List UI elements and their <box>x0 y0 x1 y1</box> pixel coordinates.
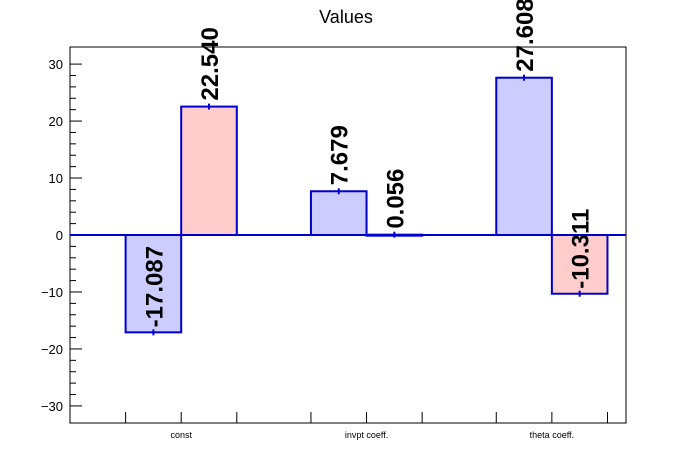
x-axis: const invpt coeff. theta coeff. <box>125 412 608 440</box>
y-tick-label: 10 <box>49 171 63 186</box>
y-tick-label: −10 <box>41 285 63 300</box>
data-label: 27.608 <box>512 0 539 72</box>
x-tick-label: theta coeff. <box>530 430 574 440</box>
x-tick-label: invpt coeff. <box>345 430 388 440</box>
bar <box>550 234 609 295</box>
data-label: 22.540 <box>197 27 224 100</box>
bars <box>70 74 626 336</box>
x-tick-label: const <box>170 430 192 440</box>
y-tick-label: −20 <box>41 342 63 357</box>
chart-title: Values <box>319 7 373 27</box>
bar <box>180 105 238 236</box>
bar <box>495 76 553 236</box>
data-label: -17.087 <box>141 246 168 327</box>
data-label: -10.311 <box>568 209 595 289</box>
data-label: 0.056 <box>382 169 409 229</box>
y-axis: −30 −20 −10 0 10 20 30 <box>41 57 82 414</box>
data-label: 7.679 <box>327 125 354 185</box>
y-tick-label: 0 <box>56 228 63 243</box>
y-tick-label: −30 <box>41 399 63 414</box>
data-labels: -17.087 7.679 27.608 22.540 0.056 -10.311 <box>141 0 594 327</box>
bar <box>309 190 368 237</box>
y-tick-label: 20 <box>49 114 63 129</box>
y-tick-label: 30 <box>49 57 63 72</box>
bar <box>124 234 183 334</box>
